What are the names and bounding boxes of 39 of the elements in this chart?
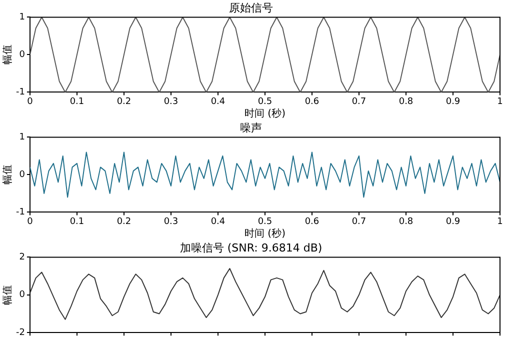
x-tick-label: 0.9 [446,96,460,107]
x-tick-label: 0 [27,216,34,227]
x-tick-label: 0.5 [258,216,272,227]
x-tick-label: 0.2 [116,96,132,107]
y-tick-label: 0 [19,290,26,300]
x-tick-label: 0.9 [446,216,460,227]
x-axis-title: 时间 (秒) [244,228,286,240]
y-tick-label: 2 [19,252,25,263]
x-tick-label: 1 [497,96,503,107]
x-tick-label: 0.5 [258,96,272,107]
x-tick-label: 0.1 [70,216,84,227]
y-axis-title: 幅值 [2,164,14,185]
x-tick-label: 0.6 [304,216,320,227]
x-tick-label: 0.3 [164,96,178,107]
y-axis-title: 幅值 [2,44,14,65]
x-tick-label: 0.8 [398,216,414,227]
y-tick-label: -2 [16,328,25,338]
x-tick-label: 0.7 [352,96,366,107]
chart-title: 加噪信号 (SNR: 9.6814 dB) [180,241,322,254]
x-tick-label: 0.3 [164,216,178,227]
y-tick-label: 1 [19,12,25,23]
y-tick-label: 0 [19,50,26,60]
x-tick-label: 0.1 [70,96,84,107]
x-tick-label: 1 [497,216,503,227]
chart-title: 原始信号 [229,1,273,14]
y-tick-label: 0 [19,170,26,180]
x-tick-label: 0.2 [116,216,132,227]
x-tick-label: 0.4 [210,96,226,107]
x-tick-label: 0 [27,96,34,107]
y-tick-label: -1 [16,88,25,98]
chart-title: 噪声 [240,121,262,134]
y-tick-label: 1 [19,132,25,143]
y-tick-label: -1 [16,208,25,218]
x-tick-label: 0.4 [210,216,226,227]
x-tick-label: 0.6 [304,96,320,107]
x-tick-label: 0.7 [352,216,366,227]
x-tick-label: 0.8 [398,96,414,107]
y-axis-title: 幅值 [2,284,14,305]
x-axis-title: 时间 (秒) [244,108,286,120]
